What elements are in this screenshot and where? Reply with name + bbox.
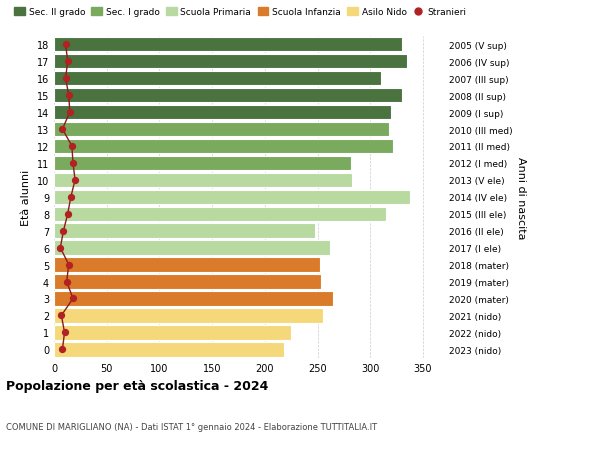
Point	[61, 75, 70, 83]
Bar	[54, 157, 351, 171]
Point	[56, 245, 65, 252]
Point	[62, 278, 71, 285]
Bar	[54, 38, 402, 52]
Text: COMUNE DI MARIGLIANO (NA) - Dati ISTAT 1° gennaio 2024 - Elaborazione TUTTITALIA: COMUNE DI MARIGLIANO (NA) - Dati ISTAT 1…	[6, 422, 377, 431]
Bar	[54, 207, 386, 221]
Text: Popolazione per età scolastica - 2024: Popolazione per età scolastica - 2024	[6, 380, 268, 392]
Point	[64, 261, 74, 269]
Bar	[54, 72, 381, 86]
Point	[58, 346, 67, 353]
Point	[68, 295, 78, 302]
Bar	[54, 308, 323, 323]
Legend: Sec. II grado, Sec. I grado, Scuola Primaria, Scuola Infanzia, Asilo Nido, Stran: Sec. II grado, Sec. I grado, Scuola Prim…	[11, 5, 470, 21]
Point	[65, 109, 74, 117]
Y-axis label: Età alunni: Età alunni	[21, 169, 31, 225]
Bar	[54, 325, 291, 340]
Bar	[54, 123, 389, 137]
Point	[63, 211, 73, 218]
Point	[61, 41, 70, 49]
Bar	[54, 241, 330, 255]
Point	[63, 58, 73, 66]
Point	[60, 329, 70, 336]
Point	[67, 143, 77, 150]
Point	[70, 177, 80, 184]
Point	[58, 126, 67, 134]
Point	[66, 194, 76, 201]
Bar	[54, 258, 320, 272]
Bar	[54, 342, 284, 357]
Point	[64, 92, 74, 100]
Bar	[54, 291, 334, 306]
Bar	[54, 173, 352, 188]
Point	[56, 312, 66, 319]
Bar	[54, 140, 394, 154]
Bar	[54, 55, 407, 69]
Bar	[54, 224, 316, 238]
Bar	[54, 106, 391, 120]
Bar	[54, 89, 402, 103]
Y-axis label: Anni di nascita: Anni di nascita	[517, 156, 526, 239]
Point	[59, 228, 68, 235]
Bar	[54, 275, 320, 289]
Bar	[54, 190, 410, 205]
Point	[68, 160, 78, 167]
